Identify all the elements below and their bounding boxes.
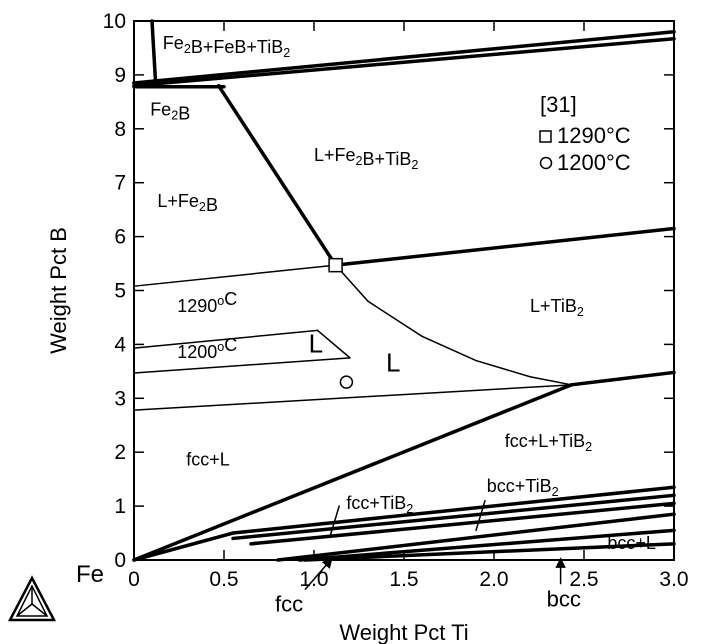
region-label: fcc+L — [186, 450, 230, 470]
phase-boundary-thick — [132, 30, 676, 85]
x-tick-label: 1.5 — [389, 568, 418, 591]
x-tick-label: 2.0 — [479, 568, 508, 591]
region-label: L — [309, 328, 323, 358]
y-tick-label: 5 — [114, 280, 126, 303]
y-tick-label: 4 — [114, 333, 126, 356]
phase-boundary-thick — [276, 512, 676, 562]
y-tick-label: 1 — [114, 495, 126, 518]
region-label: L — [386, 347, 400, 377]
phase-boundary-thick — [249, 501, 676, 546]
arrow-label-fcc: fcc — [275, 592, 303, 617]
region-label: L+Fe2B — [157, 191, 218, 215]
region-label: L+TiB2 — [530, 296, 584, 319]
label-leader-line — [475, 499, 486, 532]
phase-boundary-thick — [569, 370, 676, 387]
phase-boundary-thick — [333, 226, 676, 267]
phase-boundary-thick — [303, 542, 676, 562]
phase-boundary-thick — [231, 485, 676, 535]
phase-boundary-thin — [133, 329, 319, 349]
region-label: fcc+TiB2 — [346, 493, 413, 516]
region-label: bcc+TiB2 — [487, 476, 559, 499]
legend-reference: [31] — [540, 92, 577, 117]
liquidus-curve — [335, 264, 572, 386]
y-tick-label: 10 — [103, 10, 126, 33]
region-label: bcc+L — [607, 533, 656, 553]
y-axis-title: Weight Pct B — [46, 227, 71, 354]
y-tick-label: 9 — [114, 64, 126, 87]
phase-boundary-thick — [297, 528, 676, 562]
phase-arrow — [304, 557, 333, 591]
y-tick-label: 6 — [114, 226, 126, 249]
phase-boundary-thick — [132, 531, 235, 562]
origin-label: Fe — [76, 561, 104, 588]
y-tick-label: 7 — [114, 172, 126, 195]
x-axis-title: Weight Pct Ti — [339, 620, 468, 644]
region-label: Fe2B — [150, 99, 190, 123]
legend-entry-label: 1290°C — [557, 123, 631, 148]
y-tick-label: 2 — [114, 441, 126, 464]
x-tick-label: 3.0 — [659, 568, 688, 591]
y-tick-label: 3 — [114, 387, 126, 410]
x-tick-label: 2.5 — [569, 568, 598, 591]
phase-boundary-thin — [316, 329, 351, 359]
legend-square-marker — [539, 130, 552, 143]
phase-boundary-thin — [133, 264, 337, 287]
phase-boundary-thin — [133, 384, 573, 411]
region-label: Fe2B+FeB+TiB2 — [163, 33, 290, 60]
y-tick-label: 0 — [114, 549, 126, 572]
legend-entry-label: 1200°C — [557, 150, 631, 175]
arrow-label-bcc: bcc — [547, 586, 581, 611]
plot-frame — [133, 20, 675, 561]
phase-boundary-thick — [132, 37, 676, 88]
phase-boundary-thick — [216, 83, 338, 267]
label-leader-line — [329, 505, 340, 537]
x-tick-label: 0.5 — [209, 568, 238, 591]
thermo-calc-logo — [7, 575, 57, 622]
phase-boundary-thick — [150, 19, 158, 85]
legend-circle-marker — [539, 156, 553, 170]
x-tick-label: 0 — [128, 568, 140, 591]
data-point-circle — [339, 375, 354, 389]
y-tick-label: 8 — [114, 118, 126, 141]
region-label: L+Fe2B+TiB2 — [314, 145, 418, 172]
phase-boundary-thick — [132, 383, 574, 562]
phase-boundary-thick — [231, 493, 676, 541]
region-label: 1290oC — [177, 289, 237, 316]
region-label: 1200oC — [177, 335, 237, 362]
data-point-square — [328, 257, 343, 273]
region-label: fcc+L+TiB2 — [505, 431, 592, 454]
phase-boundary-thin — [133, 357, 351, 374]
